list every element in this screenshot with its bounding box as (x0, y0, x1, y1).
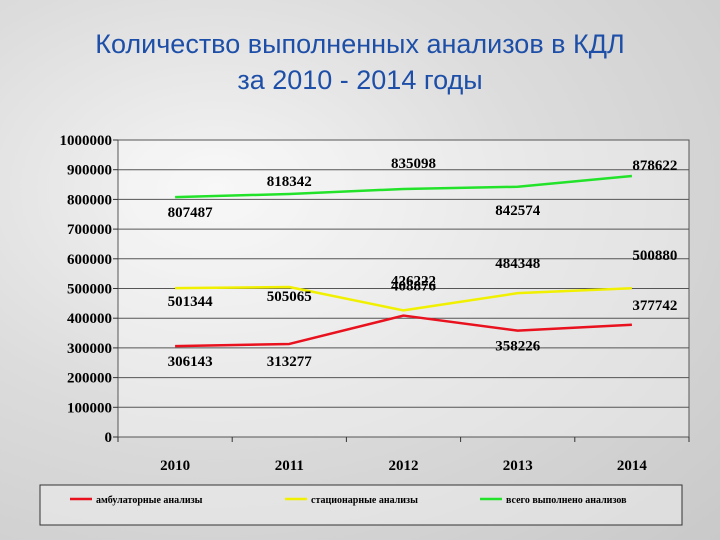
data-label: 377742 (632, 298, 677, 314)
series-line-2 (175, 285, 632, 312)
data-label: 500880 (632, 248, 677, 264)
legend-label: всего выполнено анализов (506, 495, 627, 506)
y-tick-label: 400000 (67, 311, 112, 327)
data-label: 484348 (495, 256, 540, 272)
legend-box (39, 484, 683, 526)
data-label: 501344 (168, 294, 214, 310)
data-label: 306143 (168, 354, 213, 370)
legend-label: амбулаторные анализы (96, 495, 203, 506)
chart-title-line-2: за 2010 - 2014 годы (237, 65, 483, 95)
data-label: 807487 (168, 205, 214, 221)
x-tick-label: 2014 (617, 458, 648, 474)
y-tick-label: 500000 (67, 282, 112, 298)
data-label: 835098 (391, 156, 436, 172)
x-axis-ticks: 2010 2011 2012 2013 2014 (117, 437, 690, 474)
y-tick-label: 1000000 (60, 133, 113, 149)
series-line-1 (175, 314, 632, 348)
data-labels: 306143 313277 408876 358226 377742 501344 5050… (168, 156, 678, 370)
data-label: 408876 (391, 279, 437, 295)
chart-title: Количество выполненных анализов в КДЛ за… (0, 26, 720, 98)
data-label: 505065 (267, 289, 312, 305)
chart-title-line-1: Количество выполненных анализов в КДЛ (95, 29, 625, 59)
data-label: 313277 (267, 354, 313, 370)
x-tick-label: 2012 (389, 458, 419, 474)
data-label: 358226 (495, 339, 541, 355)
x-tick-label: 2013 (503, 458, 533, 474)
y-tick-label: 700000 (67, 222, 112, 238)
x-tick-label: 2011 (275, 458, 304, 474)
y-tick-label: 800000 (67, 192, 112, 208)
y-tick-label: 900000 (67, 163, 112, 179)
legend: амбулаторные анализы стационарные анализы… (39, 484, 683, 526)
data-label: 818342 (267, 174, 312, 190)
y-axis-ticks: 0 100000 200000 300000 400000 500000 600000 700… (60, 133, 118, 446)
series-line-3 (175, 174, 633, 199)
y-tick-label: 600000 (67, 252, 112, 268)
y-tick-label: 0 (105, 430, 113, 446)
legend-label: стационарные анализы (311, 495, 418, 506)
series-lines (175, 174, 633, 348)
y-tick-label: 300000 (67, 341, 112, 357)
gridlines (118, 169, 689, 408)
data-label: 842574 (495, 203, 541, 219)
y-tick-label: 200000 (67, 371, 112, 387)
y-tick-label: 100000 (67, 400, 112, 416)
data-label: 426222 (391, 273, 436, 289)
x-tick-label: 2010 (160, 458, 190, 474)
data-label: 878622 (632, 158, 677, 174)
